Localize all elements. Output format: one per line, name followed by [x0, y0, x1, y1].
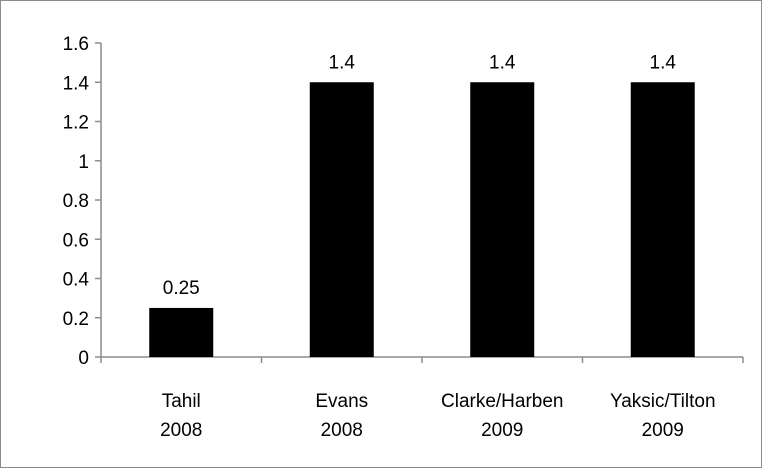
- y-tick-label: 0.6: [63, 230, 89, 251]
- x-category-label: Tahil: [162, 391, 201, 412]
- bar: [149, 307, 214, 357]
- y-tick-label: 1.6: [63, 34, 89, 55]
- y-tick-label: 0: [78, 348, 89, 369]
- y-tick-label: 0.2: [63, 309, 89, 330]
- y-tick-label: 1: [78, 152, 89, 173]
- data-label: 0.25: [163, 278, 200, 299]
- data-label: 1.4: [329, 52, 356, 73]
- x-category-label: Evans: [315, 391, 368, 412]
- x-category-label: 2009: [481, 420, 523, 441]
- labels: 0 0.2 0.4 0.6 0.8 1 1.2 1.4 1.6 0.25 Tahil 2008 1.4 E…: [63, 34, 716, 441]
- y-tick-label: 0.8: [63, 191, 89, 212]
- x-category-label: 2008: [160, 420, 202, 441]
- bars: [149, 82, 695, 357]
- x-category-label: 2008: [321, 420, 363, 441]
- data-label: 1.4: [489, 52, 516, 73]
- bar: [630, 82, 695, 357]
- y-tick-label: 0.4: [63, 270, 90, 291]
- bar: [309, 82, 374, 357]
- x-category-label: 2009: [642, 420, 684, 441]
- bar: [470, 82, 535, 357]
- x-category-label: Yaksic/Tilton: [610, 391, 716, 412]
- data-label: 1.4: [650, 52, 677, 73]
- y-tick-label: 1.2: [63, 113, 89, 134]
- x-category-label: Clarke/Harben: [441, 391, 564, 412]
- y-tick-label: 1.4: [63, 73, 90, 94]
